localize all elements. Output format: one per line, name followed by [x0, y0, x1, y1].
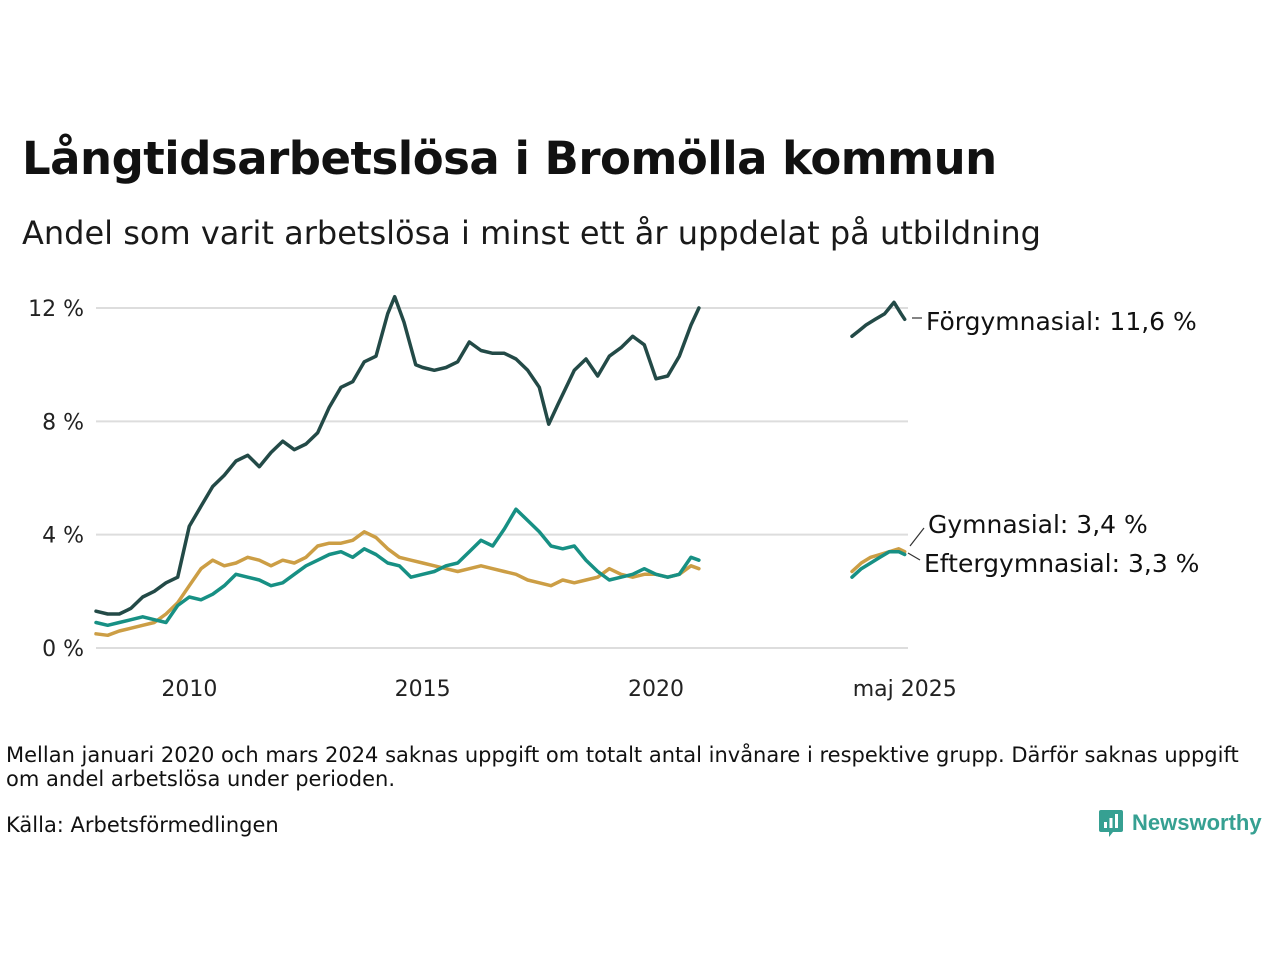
bar-chart-logo-icon [1099, 810, 1123, 837]
y-axis-ticks: 0 % 4 % 8 % 12 % [28, 297, 84, 662]
chart-title: Långtidsarbetslösa i Bromölla kommun [22, 132, 997, 185]
series-label-förgymnasial: Förgymnasial: 11,6 % [926, 307, 1197, 336]
label-leader-line [907, 552, 921, 561]
y-tick-label: 4 % [42, 524, 84, 549]
brand-name: Newsworthy [1132, 810, 1262, 835]
series-line-förgymnasial-1 [850, 300, 907, 339]
footnote: Mellan januari 2020 och mars 2024 saknas… [6, 743, 1239, 791]
series-line-förgymnasial-0 [94, 294, 701, 616]
chart-subtitle: Andel som varit arbetslösa i minst ett å… [22, 214, 1041, 252]
x-tick-label: 2010 [161, 677, 217, 702]
series-label-gymnasial: Gymnasial: 3,4 % [928, 510, 1148, 539]
series-line-gymnasial-1 [850, 549, 907, 579]
label-leader-line [909, 527, 925, 547]
y-tick-label: 0 % [42, 637, 84, 662]
x-axis-ticks: 2010 2015 2020 maj 2025 [161, 677, 956, 702]
source-credit: Källa: Arbetsförmedlingen [6, 813, 279, 837]
x-tick-label: 2020 [628, 677, 684, 702]
x-tick-label: 2015 [395, 677, 451, 702]
series-line-gymnasial-0 [94, 507, 701, 628]
series-line-eftergymnasial-0 [94, 530, 701, 638]
newsworthy-logo: Newsworthy [1098, 808, 1262, 838]
series-end-labels: Förgymnasial: 11,6 % Gymnasial: 3,4 % Efte… [907, 307, 1199, 578]
y-tick-label: 12 % [28, 297, 84, 322]
x-tick-label: maj 2025 [853, 677, 957, 702]
series-label-eftergymnasial: Eftergymnasial: 3,3 % [924, 549, 1199, 578]
gridlines [96, 307, 908, 649]
y-tick-label: 8 % [42, 410, 84, 435]
line-chart: 0 % 4 % 8 % 12 % 2010 2015 2020 maj 2025 Förgy… [28, 294, 1199, 702]
series-line-eftergymnasial-1 [850, 547, 907, 574]
series-lines [94, 294, 907, 638]
